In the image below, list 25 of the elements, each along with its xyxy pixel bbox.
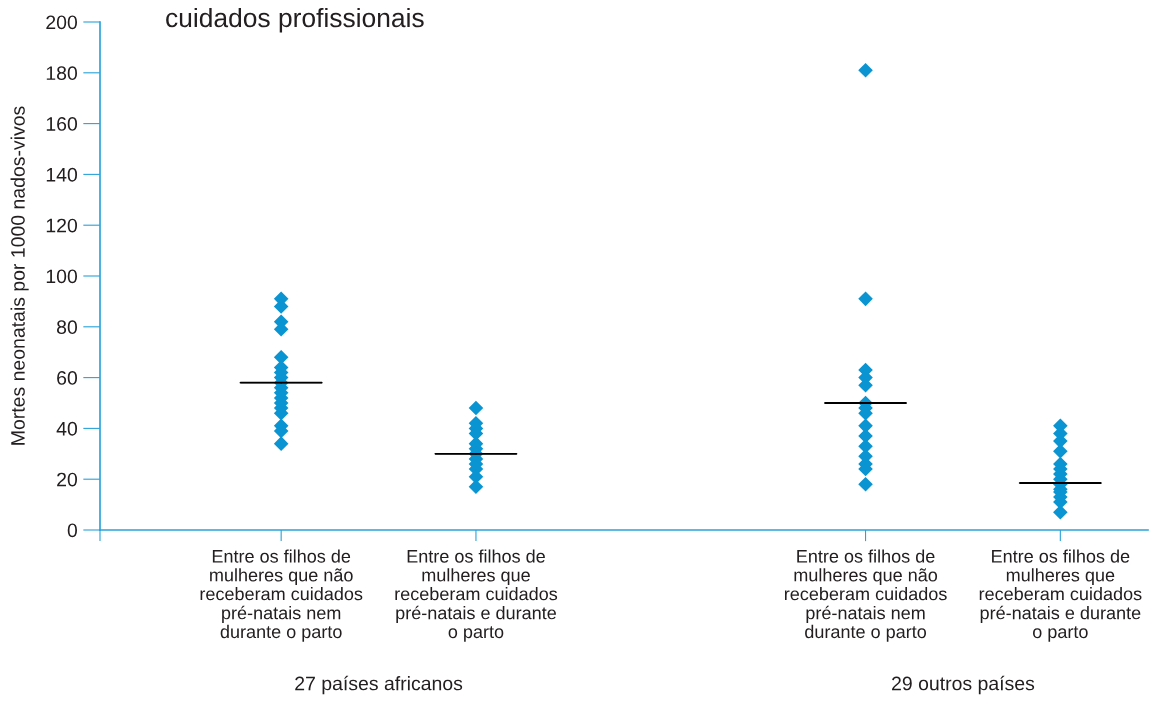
text: 29 outros países [892,675,1035,695]
point [858,477,873,492]
y-tick-label: 40 [56,421,78,436]
y-tick-label: 180 [46,66,78,81]
text: 27 países africanos [295,675,463,695]
point [858,62,873,78]
point [273,436,289,451]
point [858,291,873,307]
chart-title: cuidados profissionais [166,7,424,33]
y-tick-label: 120 [46,218,78,233]
y-axis-title: Mortes neonatais por 1000 nados-vivos [10,106,29,445]
x-tick-label: Entre os filhos de mulheres que receberam cuidados pré-natais e durante o parto [979,549,1142,642]
y-tick-label: 0 [67,523,78,538]
point [468,400,484,416]
y-tick-label: 60 [57,371,78,385]
y-tick-label: 140 [46,167,78,182]
y-tick-label: 100 [46,269,78,284]
y-tick-label: 80 [57,320,78,335]
x-tick-label: Entre os filhos de mulheres que receberam cuidados pré-natais e durante o parto [395,549,558,642]
x-tick-label: Entre os filhos de mulheres que não receberam cuidados pré-natais nem durante o parto [200,549,363,642]
y-tick-label: 160 [46,117,78,131]
point [468,479,484,495]
x-tick-label: Entre os filhos de mulheres que não receberam cuidados pré-natais nem durante o parto [784,549,947,642]
y-tick-label: 20 [57,472,78,487]
y-tick-label: 200 [46,15,78,30]
